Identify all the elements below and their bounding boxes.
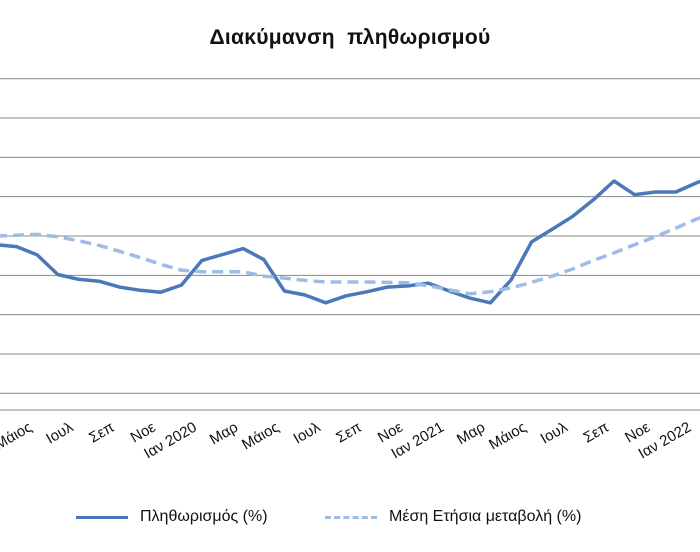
legend-item-annual-average: Μέση Ετήσια μεταβολή (%) [325,508,581,526]
x-tick-label-12: Μάιος [486,419,529,454]
x-tick-label-7: Ιουλ [290,418,323,447]
legend-swatch-annual-average [325,515,377,519]
x-tick-label-14: Σεπ [581,419,612,447]
series-line-0 [0,179,700,305]
legend-swatch-inflation [76,515,128,519]
x-tick-label-8: Σεπ [333,419,364,447]
series-line-1 [0,215,700,296]
x-tick-label-6: Μάιος [239,419,282,454]
chart-title: Διακύμανση πληθωρισμού [209,26,491,49]
x-tick-label-0: Μάιος [0,419,35,454]
chart-legend: Πληθωρισμός (%) Μέση Ετήσια μεταβολή (%) [0,508,700,532]
x-tick-label-11: Μαρ [454,419,488,449]
legend-label-inflation: Πληθωρισμός (%) [140,508,268,525]
x-tick-label-13: Ιουλ [538,418,571,447]
legend-item-inflation: Πληθωρισμός (%) [76,508,268,526]
x-tick-label-2: Σεπ [86,419,117,447]
x-tick-label-5: Μαρ [207,419,241,449]
legend-label-annual-average: Μέση Ετήσια μεταβολή (%) [389,508,582,525]
x-tick-label-1: Ιουλ [43,418,76,447]
